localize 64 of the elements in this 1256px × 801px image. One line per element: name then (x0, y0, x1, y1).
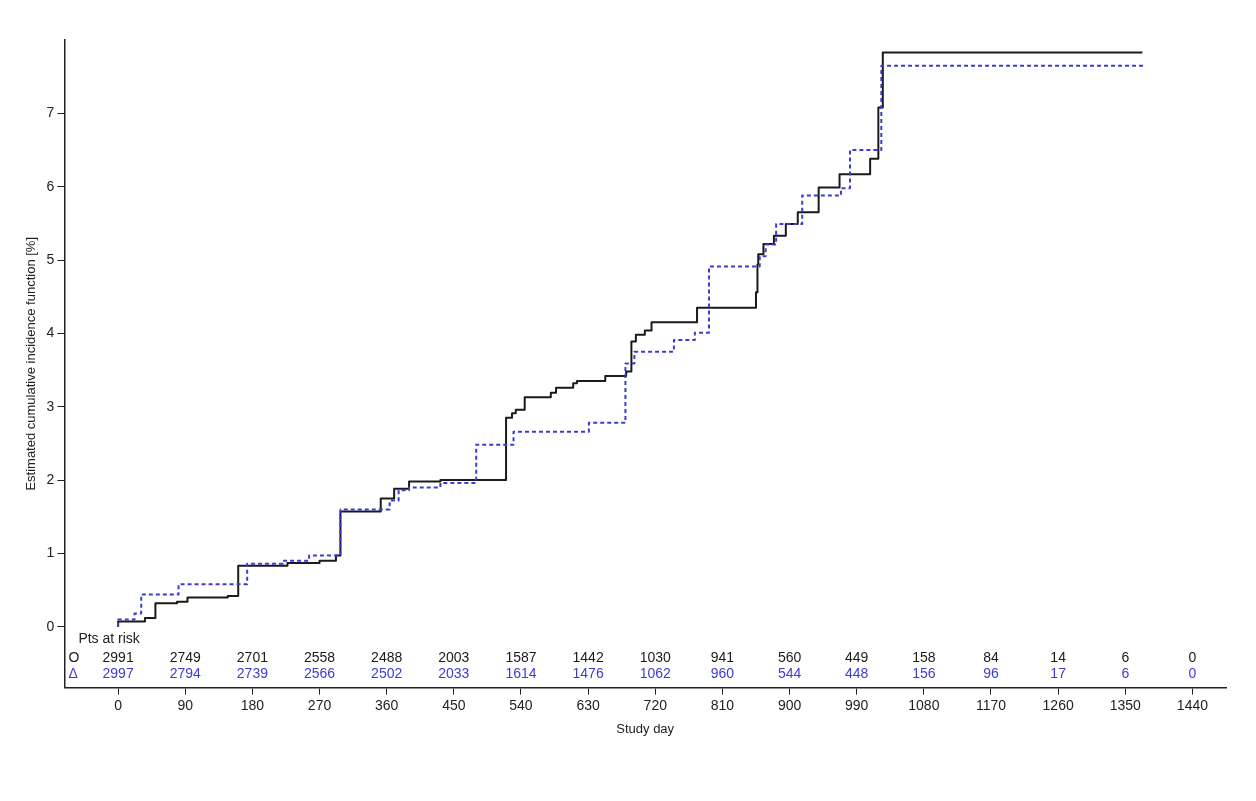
annotation: 960 (710, 665, 735, 682)
annotation: 560 (777, 649, 802, 666)
annotation: 2739 (236, 665, 269, 682)
annotation: 1062 (639, 665, 672, 682)
annotation: 448 (845, 665, 869, 682)
x-tick-label: 0 (114, 696, 123, 713)
y-tick-label: 5 (46, 250, 55, 267)
annotation: 2566 (303, 665, 336, 682)
annotation: 2502 (371, 665, 403, 682)
annotation: 156 (912, 665, 936, 682)
annotation: 1587 (505, 649, 537, 666)
x-tick-label: 270 (307, 696, 332, 713)
annotation: 96 (983, 665, 999, 682)
annotation: 1442 (572, 649, 604, 666)
x-tick-label: 540 (509, 696, 533, 713)
annotation: 0 (1188, 649, 1197, 666)
annotation: 449 (845, 649, 869, 666)
y-tick-label: 0 (46, 617, 55, 634)
y-tick-label: 4 (46, 324, 55, 341)
annotation: 0 (1188, 665, 1197, 682)
annotation: Pts at risk (78, 630, 141, 647)
x-tick-label: 900 (777, 696, 802, 713)
annotation: 2794 (169, 665, 202, 682)
annotation: 2749 (169, 649, 202, 666)
annotation: 544 (777, 665, 802, 682)
annotation: 2003 (438, 649, 470, 666)
annotation: 84 (983, 649, 999, 666)
y-axis-title: Estimated cumulative incidence function [%] (23, 236, 39, 491)
annotation: 2701 (236, 649, 269, 666)
annotation: 941 (710, 649, 735, 666)
annotation: 2033 (438, 665, 470, 682)
x-tick-label: 1170 (975, 696, 1007, 713)
x-tick-label: 630 (576, 696, 601, 713)
x-tick-label: 1260 (1042, 696, 1074, 713)
x-tick-label: 180 (240, 696, 265, 713)
x-tick-label: 360 (375, 696, 399, 713)
x-tick-label: 720 (643, 696, 668, 713)
annotation: 6 (1121, 665, 1130, 682)
annotation: 6 (1121, 649, 1130, 666)
annotation: 2558 (303, 649, 336, 666)
x-tick-label: 1440 (1176, 696, 1209, 713)
annotation: 1476 (572, 665, 604, 682)
annotation: 17 (1050, 665, 1067, 682)
annotation: 2488 (371, 649, 403, 666)
x-tick-label: 450 (442, 696, 466, 713)
y-tick-label: 3 (46, 397, 55, 414)
y-tick-label: 7 (46, 104, 55, 121)
x-tick-label: 90 (177, 696, 194, 713)
text: Δ (68, 665, 78, 682)
annotation: 2991 (102, 649, 134, 666)
x-tick-label: 810 (710, 696, 735, 713)
y-tick-label: 1 (46, 544, 55, 561)
y-tick-label: 2 (46, 470, 55, 487)
x-axis-title: Study day (616, 720, 675, 736)
text: O (68, 649, 80, 666)
x-tick-label: 1080 (908, 696, 940, 713)
annotation: 1030 (639, 649, 672, 666)
y-tick-label: 6 (46, 177, 55, 194)
x-tick-label: 990 (845, 696, 869, 713)
annotation: 1614 (505, 665, 537, 682)
annotation: 158 (912, 649, 936, 666)
annotation: 2997 (102, 665, 134, 682)
x-tick-label: 1350 (1109, 696, 1142, 713)
annotation: 14 (1050, 649, 1067, 666)
